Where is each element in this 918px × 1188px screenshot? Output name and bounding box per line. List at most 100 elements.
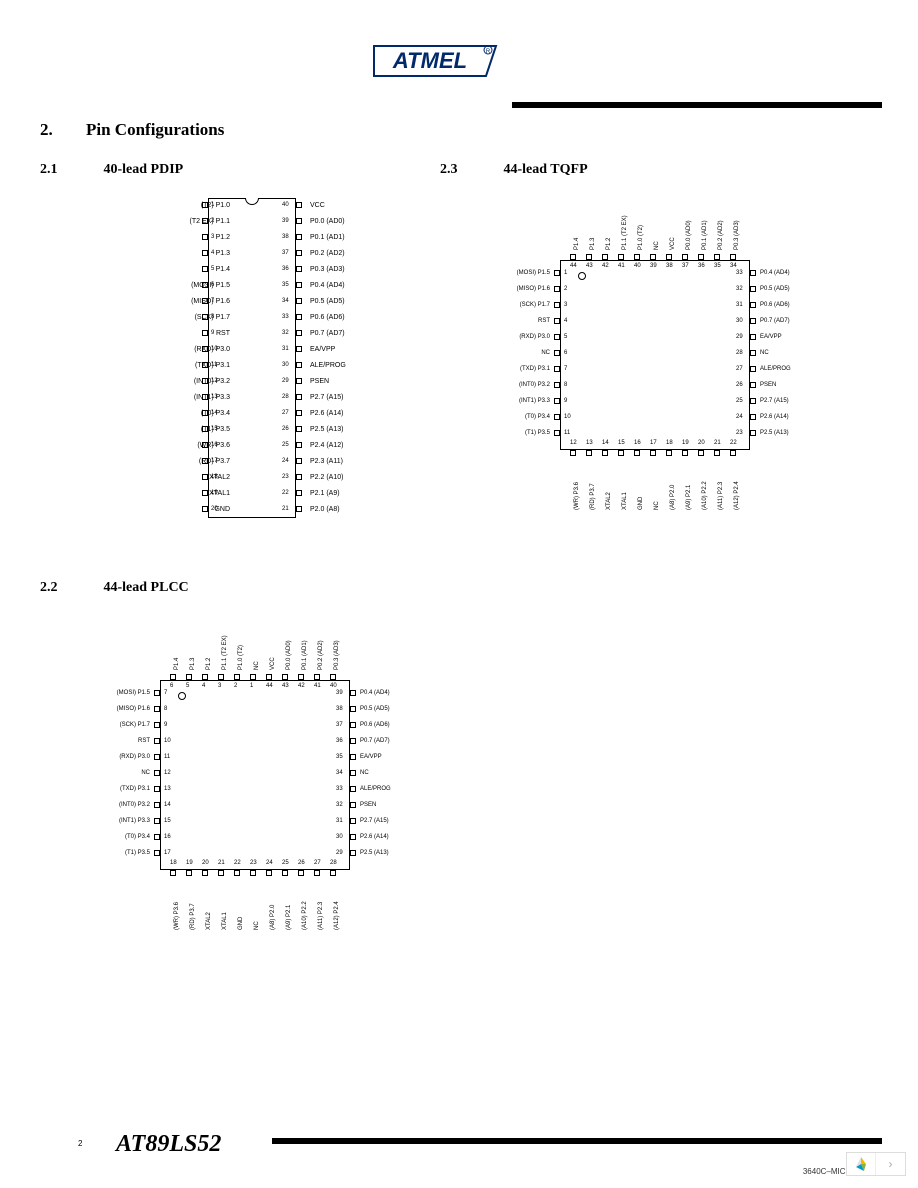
pin-label: P1.0 (T2) [638,225,644,250]
sq-pin [266,674,272,680]
pin-label: P1.0 (T2) [238,645,244,670]
pin-label: (T0) P3.4 [50,410,230,417]
pin-number: 37 [282,250,289,256]
sq-pin [750,318,756,324]
pin-number: 29 [736,334,743,340]
pin-label: (WR) P3.6 [50,442,230,449]
pin-number: 32 [736,286,743,292]
sq-pin [714,450,720,456]
pin-number: 19 [186,860,193,866]
pin-label: P1.1 (T2 EX) [222,635,228,670]
sq-pin [282,870,288,876]
pin-number: 5 [186,683,189,689]
sq-pin [554,366,560,372]
pin-number: 23 [282,474,289,480]
section-title: Pin Configurations [86,120,224,140]
sq-pin [350,802,356,808]
pin-number: 31 [282,346,289,352]
pin-label: (RD) P3.7 [190,903,196,930]
pin-number: 27 [736,366,743,372]
pin-label: EA/VPP [360,754,382,760]
pin-number: 27 [314,860,321,866]
pdip-pin [296,442,302,448]
pin-label: P0.2 (AD2) [310,250,345,257]
pin-label: (T2 EX) P1.1 [50,218,230,225]
pin-number: 40 [282,202,289,208]
pdip-pin [296,378,302,384]
pin-label: P2.7 (A15) [760,398,789,404]
sq-pin [154,818,160,824]
pin-label: P2.2 (A10) [310,474,343,481]
logo-text: ATMEL [392,48,467,73]
pin-label: P2.6 (A14) [310,410,343,417]
pin-label: (MISO) P1.6 [470,286,550,292]
pin-label: (A9) P2.1 [286,905,292,930]
pin-label: (TXD) P3.1 [50,362,230,369]
pin-number: 24 [736,414,743,420]
widget-next-icon[interactable]: › [875,1153,905,1175]
pin-label: (RD) P3.7 [50,458,230,465]
pin-number: 26 [282,426,289,432]
pin-number: 13 [164,786,171,792]
pin-label: (RD) P3.7 [590,483,596,510]
pdip-pin [296,202,302,208]
pin-label: GND [50,506,230,513]
pin-number: 44 [570,263,577,269]
pin-label: PSEN [760,382,776,388]
sq-pin [350,818,356,824]
pin-number: 4 [564,318,567,324]
pdip-pin [296,250,302,256]
pin-number: 41 [618,263,625,269]
pin-label: P2.7 (A15) [360,818,389,824]
pdip-diagram: 1(T2) P1.040VCC2(T2 EX) P1.139P0.0 (AD0)… [120,190,420,550]
sq-pin [282,674,288,680]
pin-number: 24 [266,860,273,866]
pin-label: P2.6 (A14) [360,834,389,840]
pin-label: GND [238,917,244,930]
pin-label: XTAL1 [222,912,228,930]
pin-number: 38 [666,263,673,269]
sq-pin [298,674,304,680]
pin-number: 30 [282,362,289,368]
sub-title: 40-lead PDIP [104,162,184,177]
pdip-pin [296,330,302,336]
pin-number: 27 [282,410,289,416]
pin-number: 26 [736,382,743,388]
pin-number: 33 [282,314,289,320]
pin-label: NC [760,350,769,356]
sq-pin [650,254,656,260]
pin-label: P0.0 (AD0) [686,220,692,250]
pin-number: 36 [282,266,289,272]
pin-label: (T0) P3.4 [470,414,550,420]
pin-label: (A11) P2.3 [318,902,324,930]
sq-pin [634,450,640,456]
tqfp-body [560,260,750,450]
sq-pin [186,870,192,876]
pin-label: P1.1 (T2 EX) [622,215,628,250]
pin-label: P0.5 (AD5) [760,286,790,292]
sq-pin [554,430,560,436]
pin-number: 17 [164,850,171,856]
pin-number: 22 [730,440,737,446]
pin-label: (MISO) P1.6 [70,706,150,712]
pin-label: P0.1 (AD1) [302,640,308,670]
sq-pin [186,674,192,680]
pin-number: 29 [282,378,289,384]
sq-pin [750,350,756,356]
sub-num: 2.1 [40,162,100,178]
viewer-widget[interactable]: › [846,1152,906,1176]
sq-pin [682,254,688,260]
pin-label: P0.7 (AD7) [760,318,790,324]
pin-label: P2.6 (A14) [760,414,789,420]
pdip-pin [296,506,302,512]
pin-label: (WR) P3.6 [574,482,580,510]
sq-pin [250,674,256,680]
sq-pin [602,450,608,456]
pin-label: (INT1) P3.3 [70,818,150,824]
pin-label: (INT1) P3.3 [50,394,230,401]
pin-number: 3 [218,683,221,689]
pdip-body [208,198,296,518]
sq-pin [554,270,560,276]
pin-label: P2.5 (A13) [360,850,389,856]
page-number: 2 [78,1139,82,1148]
